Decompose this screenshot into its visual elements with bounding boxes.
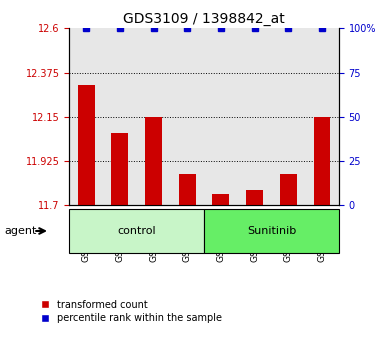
- Text: agent: agent: [5, 226, 37, 236]
- Bar: [305, 28, 339, 205]
- Bar: [204, 28, 238, 205]
- Bar: [103, 28, 137, 205]
- Bar: [213, 194, 229, 205]
- Bar: [179, 174, 196, 205]
- Bar: [313, 117, 330, 205]
- Bar: [145, 117, 162, 205]
- Bar: [271, 28, 305, 205]
- Text: control: control: [117, 226, 156, 236]
- Title: GDS3109 / 1398842_at: GDS3109 / 1398842_at: [123, 12, 285, 26]
- Bar: [170, 28, 204, 205]
- Legend: transformed count, percentile rank within the sample: transformed count, percentile rank withi…: [31, 296, 226, 327]
- Bar: [111, 132, 128, 205]
- Bar: [78, 85, 95, 205]
- Bar: [238, 28, 271, 205]
- Bar: [69, 28, 103, 205]
- Bar: [69, 209, 204, 253]
- Bar: [280, 174, 297, 205]
- Bar: [246, 190, 263, 205]
- Text: Sunitinib: Sunitinib: [247, 226, 296, 236]
- Bar: [137, 28, 170, 205]
- Bar: [204, 209, 339, 253]
